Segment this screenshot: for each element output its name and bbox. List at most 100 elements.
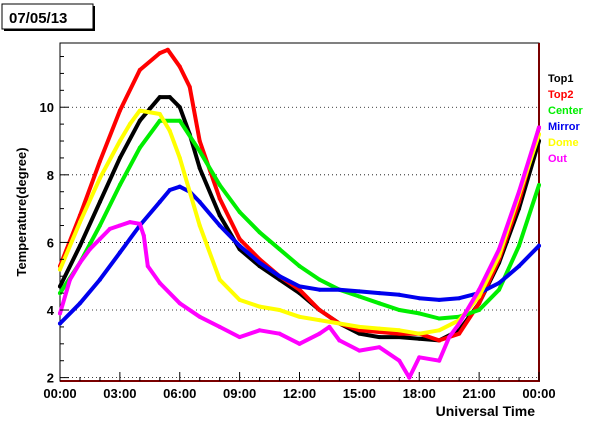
- data-point-center: [397, 308, 402, 313]
- series-dome: [58, 108, 541, 336]
- y-axis-label: Temperature(degree): [14, 147, 29, 276]
- legend: Top1 Top2 Center Mirror Dome Out: [548, 73, 584, 165]
- data-point-center: [477, 308, 482, 313]
- date-title-shadow-right: [93, 6, 95, 31]
- data-point-out: [497, 247, 502, 252]
- data-point-top1: [97, 199, 102, 204]
- x-tick-label-5: 15:00: [343, 386, 376, 401]
- y-tick-label-6: 6: [47, 235, 54, 250]
- data-point-mirror: [457, 296, 462, 301]
- data-point-top2: [187, 84, 192, 89]
- data-point-top2: [165, 47, 170, 52]
- y-tick-label-4: 4: [47, 303, 55, 318]
- data-point-dome: [58, 267, 62, 272]
- data-point-out: [437, 358, 442, 363]
- data-point-dome: [277, 308, 282, 313]
- data-point-dome: [337, 321, 342, 326]
- data-point-center: [277, 247, 282, 252]
- data-point-dome: [127, 122, 132, 127]
- data-point-out: [397, 358, 402, 363]
- legend-entry-out: Out: [548, 153, 567, 165]
- data-point-mirror: [297, 284, 302, 289]
- data-point-out: [197, 314, 202, 319]
- legend-entry-mirror: Mirror: [548, 121, 581, 133]
- data-point-out: [317, 331, 322, 336]
- data-point-mirror: [537, 243, 541, 248]
- y-tick-label-10: 10: [40, 100, 54, 115]
- legend-entry-dome: Dome: [548, 137, 579, 149]
- data-point-dome: [167, 128, 172, 133]
- data-point-top1: [157, 95, 162, 100]
- plot-frame: [59, 42, 540, 382]
- data-point-dome: [357, 324, 362, 329]
- data-point-out: [145, 264, 150, 269]
- date-title: 07/05/13: [9, 10, 67, 27]
- data-point-dome: [97, 176, 102, 181]
- data-point-center: [157, 118, 162, 123]
- data-point-out: [137, 221, 142, 226]
- x-tick-label-1: 03:00: [103, 386, 136, 401]
- data-point-top2: [297, 287, 302, 292]
- data-point-out: [417, 355, 422, 360]
- data-point-mirror: [117, 250, 122, 255]
- y-tick-label-8: 8: [47, 168, 54, 183]
- data-point-center: [417, 311, 422, 316]
- data-point-mirror: [58, 321, 62, 326]
- data-point-dome: [187, 189, 192, 194]
- data-point-top1: [217, 213, 222, 218]
- series-line-dome: [58, 108, 541, 336]
- data-point-center: [117, 182, 122, 187]
- data-point-mirror: [277, 274, 282, 279]
- data-point-dome: [417, 331, 422, 336]
- data-point-center: [97, 223, 102, 228]
- legend-entry-top2: Top2: [548, 89, 573, 101]
- data-point-top2: [237, 237, 242, 242]
- data-point-center: [197, 149, 202, 154]
- data-point-top2: [217, 196, 222, 201]
- date-title-shadow-bottom: [4, 29, 95, 31]
- data-point-out: [67, 277, 72, 282]
- data-point-mirror: [167, 188, 172, 193]
- data-point-dome: [197, 223, 202, 228]
- data-point-dome: [437, 328, 442, 333]
- x-axis-label: Universal Time: [436, 403, 536, 419]
- x-tick-label-8: 00:00: [522, 386, 555, 401]
- data-point-center: [377, 301, 382, 306]
- data-point-top2: [197, 139, 202, 144]
- data-point-out: [97, 237, 102, 242]
- data-point-dome: [217, 277, 222, 282]
- data-point-mirror: [337, 287, 342, 292]
- data-point-out: [337, 338, 342, 343]
- data-point-out: [277, 331, 282, 336]
- data-point-top2: [397, 331, 402, 336]
- data-point-center: [497, 287, 502, 292]
- data-point-mirror: [377, 291, 382, 296]
- series-line-out: [58, 125, 541, 380]
- data-point-out: [217, 324, 222, 329]
- data-point-mirror: [77, 301, 82, 306]
- data-point-mirror: [517, 264, 522, 269]
- data-point-out: [117, 223, 122, 228]
- data-point-top1: [377, 335, 382, 340]
- data-point-mirror: [237, 243, 242, 248]
- x-tick-label-7: 21:00: [463, 386, 496, 401]
- data-point-top2: [137, 68, 142, 73]
- data-point-mirror: [197, 199, 202, 204]
- data-point-center: [137, 145, 142, 150]
- data-point-dome: [137, 108, 142, 113]
- data-point-out: [457, 321, 462, 326]
- x-tick-label-2: 06:00: [163, 386, 196, 401]
- series-lines: [58, 47, 541, 380]
- data-point-out: [517, 189, 522, 194]
- data-point-mirror: [177, 184, 182, 189]
- data-point-mirror: [157, 199, 162, 204]
- data-point-out: [327, 324, 332, 329]
- data-point-out: [297, 341, 302, 346]
- data-point-dome: [157, 111, 162, 116]
- x-tick-label-4: 12:00: [283, 386, 316, 401]
- data-point-top2: [377, 329, 382, 334]
- data-point-dome: [297, 314, 302, 319]
- data-point-top2: [357, 328, 362, 333]
- data-point-out: [157, 280, 162, 285]
- data-point-center: [237, 210, 242, 214]
